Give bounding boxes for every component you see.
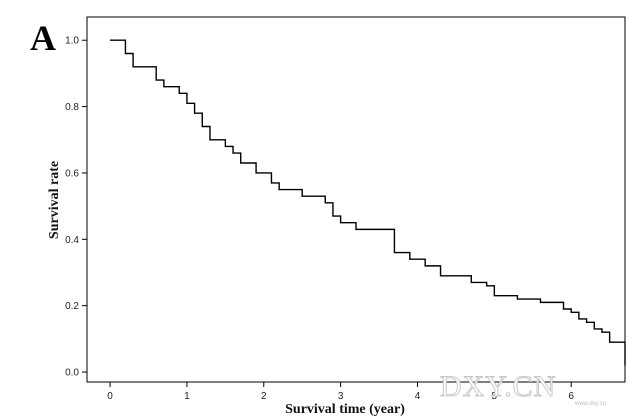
y-tick-label: 1.0 bbox=[65, 36, 79, 47]
x-tick-label: 0 bbox=[107, 391, 113, 402]
plot-frame bbox=[86, 16, 626, 383]
y-axis-title: Survival rate bbox=[47, 161, 62, 239]
x-tick-label: 6 bbox=[568, 391, 574, 402]
watermark: DXY.CN bbox=[440, 370, 556, 403]
y-tick-label: 0.8 bbox=[65, 102, 79, 113]
x-tick-label: 1 bbox=[184, 391, 190, 402]
y-tick-label: 0.0 bbox=[65, 368, 79, 379]
y-axis: 0.0 0.2 0.4 0.6 0.8 1.0 bbox=[65, 36, 87, 379]
y-tick-label: 0.2 bbox=[65, 301, 79, 312]
watermark-subtext: www.dxy.cn bbox=[574, 401, 606, 407]
x-tick-label: 4 bbox=[415, 391, 421, 402]
x-axis: 0 1 2 3 4 5 6 bbox=[107, 382, 574, 402]
survival-curve bbox=[110, 39, 626, 366]
y-tick-label: 0.4 bbox=[65, 235, 79, 246]
x-tick-label: 5 bbox=[492, 391, 498, 402]
panel-label: A bbox=[30, 18, 56, 58]
y-tick-label: 0.6 bbox=[65, 168, 79, 179]
x-tick-label: 2 bbox=[261, 391, 267, 402]
x-axis-title: Survival time (year) bbox=[285, 402, 405, 417]
x-tick-label: 3 bbox=[338, 391, 344, 402]
